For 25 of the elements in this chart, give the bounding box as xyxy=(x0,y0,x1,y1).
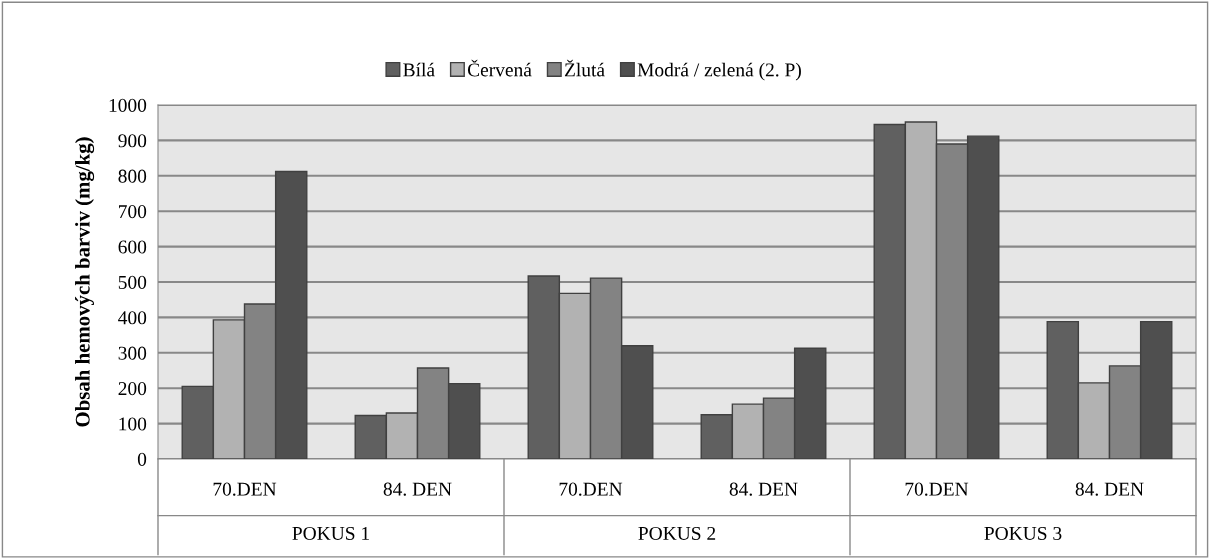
y-tick-label: 300 xyxy=(118,346,147,360)
y-tick-label: 500 xyxy=(118,275,147,289)
y-tick-label: 0 xyxy=(137,452,147,466)
x-tick-label: 70.DEN xyxy=(905,482,969,496)
text: POKUS 1 xyxy=(292,526,369,540)
y-tick-label: 700 xyxy=(119,205,147,219)
legend-label: Bílá xyxy=(403,62,435,77)
y-tick-label: 400 xyxy=(118,311,147,325)
legend-label: Modrá / zelená (2. P) xyxy=(637,62,801,81)
legend-label: Červená xyxy=(467,59,532,77)
x-tick-label: 84. DEN xyxy=(383,482,452,496)
y-tick-label: 1000 xyxy=(109,98,147,112)
text: POKUS 3 xyxy=(984,526,1062,540)
x-tick-label: 84. DEN xyxy=(729,482,798,496)
x-tick-label: 70.DEN xyxy=(213,482,277,496)
text: POKUS 2 xyxy=(638,526,716,540)
x-tick-label: 70.DEN xyxy=(559,482,623,496)
x-tick-label: 84. DEN xyxy=(1075,482,1144,496)
y-tick-label: 100 xyxy=(119,417,147,431)
y-tick-label: 600 xyxy=(118,240,147,254)
y-axis-title: Obsah hemových barviv (mg/kg) xyxy=(75,137,95,427)
legend-label: Žlutá xyxy=(564,59,605,77)
y-tick-label: 900 xyxy=(118,134,147,148)
y-tick-label: 200 xyxy=(118,382,147,396)
y-tick-label: 800 xyxy=(118,169,147,183)
